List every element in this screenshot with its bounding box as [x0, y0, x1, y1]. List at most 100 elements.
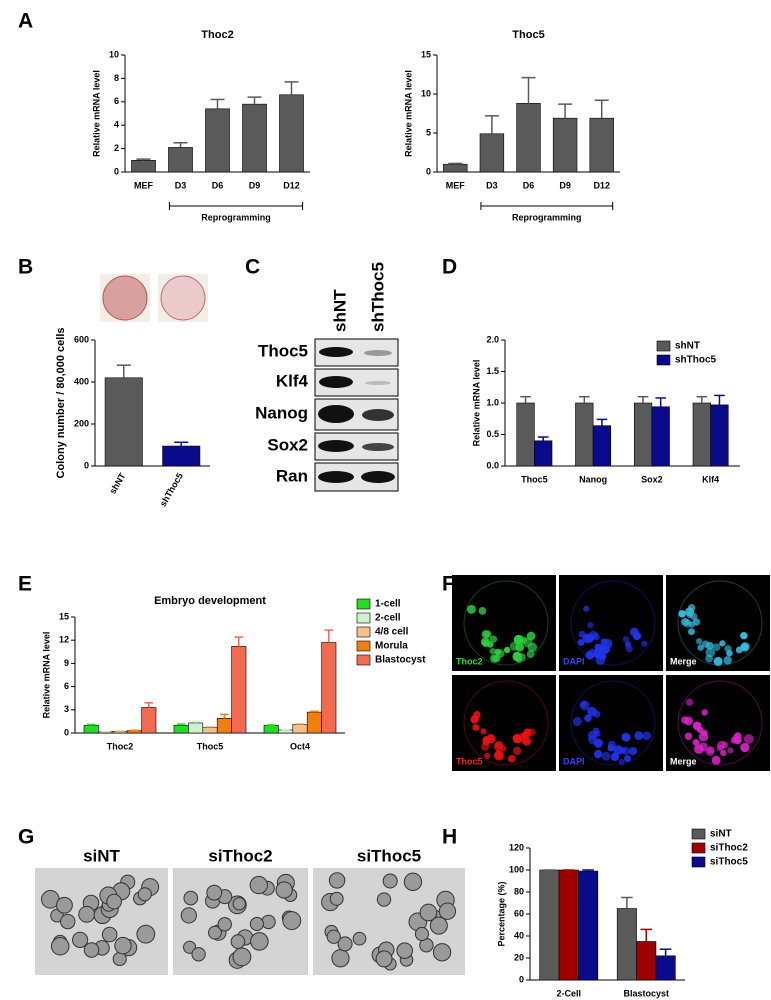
if-label: Thoc5 — [456, 756, 483, 766]
y-tick-label: 400 — [74, 376, 89, 386]
nucleus — [740, 643, 749, 652]
error-bar — [596, 418, 608, 426]
nucleus — [480, 728, 487, 735]
bar — [558, 869, 579, 981]
chart-title: Embryo development — [154, 595, 266, 607]
x-tick-label: D12 — [593, 180, 610, 190]
x-tick-label: Klf4 — [702, 474, 719, 484]
nucleus — [711, 755, 721, 765]
error-bar — [86, 723, 96, 726]
bar — [479, 133, 505, 173]
blot-row-label: Ran — [276, 466, 308, 485]
bar — [552, 117, 578, 173]
nucleus — [681, 716, 689, 724]
error-bar — [448, 162, 463, 165]
nucleus — [526, 650, 535, 659]
y-tick-label: 6 — [64, 681, 69, 691]
embryo — [403, 872, 423, 891]
nucleus — [521, 736, 532, 746]
error-bar — [558, 103, 573, 119]
legend-swatch — [356, 612, 371, 624]
nucleus — [587, 730, 598, 740]
nucleus — [720, 749, 727, 757]
nucleus — [743, 733, 754, 744]
embryo — [429, 916, 448, 935]
blot-row-label: Nanog — [255, 403, 308, 422]
bar — [633, 402, 653, 467]
error-bar — [484, 115, 499, 134]
legend-label: Morula — [375, 641, 408, 652]
nucleus — [602, 638, 613, 649]
y-tick-label: 12 — [59, 635, 69, 645]
embryo — [282, 911, 302, 931]
panel-label: E — [18, 573, 32, 596]
embryo — [275, 881, 293, 899]
bar — [131, 160, 156, 173]
embryo-outline — [677, 680, 763, 766]
legend-swatch — [356, 626, 371, 638]
x-tick-label: Thoc5 — [197, 741, 224, 751]
nucleus — [628, 747, 638, 756]
embryo — [329, 891, 344, 906]
embryo — [50, 936, 70, 956]
blot-column-label: shThoc5 — [368, 262, 387, 332]
bar — [655, 955, 676, 981]
nucleus — [481, 630, 490, 639]
legend-label: siNT — [710, 829, 732, 840]
nucleus — [721, 741, 729, 749]
y-tick-label: 4 — [114, 120, 119, 130]
nucleus — [473, 710, 481, 719]
y-tick-label: 20 — [514, 952, 524, 962]
y-tick-label: 15 — [421, 49, 431, 59]
y-tick-label: 0 — [84, 460, 89, 470]
bar — [141, 707, 157, 734]
y-tick-label: 8 — [114, 73, 119, 83]
bar — [710, 404, 729, 467]
x-tick-label: Thoc2 — [107, 741, 134, 751]
y-axis-label: Relative mRNA level — [403, 70, 413, 157]
embryo — [326, 929, 341, 944]
y-tick-label: 60 — [514, 908, 524, 918]
legend-swatch — [691, 828, 706, 840]
nucleus — [697, 644, 704, 651]
error-bar — [205, 726, 215, 728]
embryo — [191, 947, 206, 962]
x-tick-label: D6 — [523, 180, 535, 190]
error-bar — [537, 436, 549, 441]
nucleus — [478, 607, 487, 615]
y-tick-label: 0 — [64, 727, 69, 737]
embryo — [376, 892, 392, 907]
bar — [692, 402, 711, 467]
embryo — [180, 907, 197, 924]
y-tick-label: 6 — [114, 96, 119, 106]
legend-swatch — [691, 842, 706, 854]
error-bar — [659, 948, 672, 956]
nucleus — [712, 643, 721, 651]
nucleus — [482, 640, 490, 647]
embryo — [249, 875, 268, 895]
y-tick-label: 1.5 — [486, 366, 499, 376]
legend-swatch — [356, 598, 371, 610]
nucleus — [500, 745, 507, 752]
nucleus — [684, 732, 693, 740]
x-tick-label: D9 — [559, 180, 571, 190]
y-axis-label: Relative mRNA level — [471, 360, 481, 447]
error-bar — [579, 395, 590, 403]
y-tick-label: 1.0 — [486, 397, 499, 407]
error-bar — [116, 364, 131, 378]
x-tick-label: Blastocyst — [623, 988, 669, 998]
legend-label: siThoc2 — [710, 843, 748, 854]
nucleus — [622, 636, 630, 643]
blot-row-label: Klf4 — [276, 371, 309, 390]
legend-label: 4/8 cell — [375, 627, 409, 638]
y-tick-label: 40 — [514, 930, 524, 940]
if-tile — [452, 675, 556, 771]
legend-swatch — [356, 654, 371, 666]
y-tick-label: 200 — [74, 418, 89, 428]
embryo — [382, 873, 398, 889]
error-bar — [176, 723, 186, 726]
if-label: Thoc2 — [456, 656, 483, 666]
bar — [534, 440, 553, 467]
nucleus — [610, 752, 620, 762]
